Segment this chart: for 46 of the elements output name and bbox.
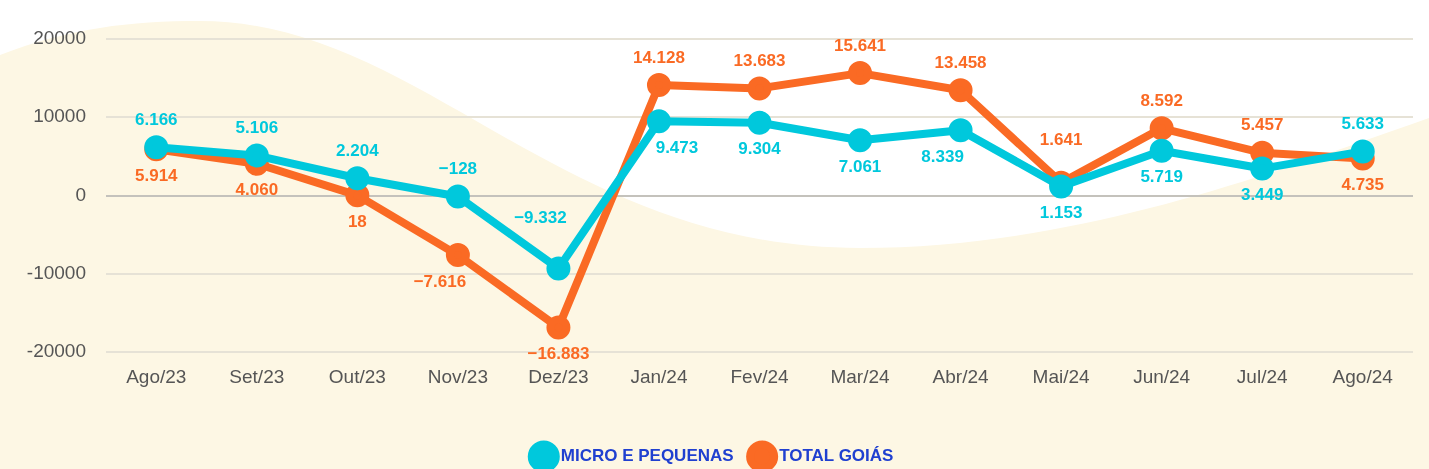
data-label: 14.128 [632, 47, 685, 67]
data-label: 1.153 [1039, 203, 1083, 223]
x-tick-label: Fev/24 [730, 365, 789, 387]
data-label: 6.166 [135, 109, 178, 129]
x-tick-label: Dez/23 [528, 365, 589, 387]
x-tick-label: Jul/24 [1236, 365, 1288, 387]
data-label: 15.641 [834, 35, 887, 55]
x-tick-label: Jun/24 [1133, 365, 1191, 387]
x-tick-label: Mar/24 [830, 365, 891, 387]
data-label: 4.735 [1341, 175, 1384, 195]
x-tick-label: Jan/24 [630, 365, 688, 387]
data-label: 7.061 [838, 156, 882, 176]
y-tick-label: -20000 [26, 340, 86, 362]
data-label: 5.457 [1240, 115, 1284, 135]
data-label: 5.719 [1140, 167, 1183, 187]
y-tick-label: -10000 [26, 261, 86, 283]
data-label: 3.449 [1240, 185, 1284, 205]
data-label: 13.458 [934, 52, 987, 72]
data-label: 8.592 [1140, 90, 1183, 110]
data-label: −16.883 [527, 344, 590, 364]
x-tick-label: Set/23 [229, 365, 285, 387]
data-label: 5.106 [235, 118, 279, 138]
y-tick-label: 10000 [33, 105, 86, 127]
data-label: −128 [438, 159, 478, 179]
y-tick-label: 20000 [33, 27, 86, 49]
data-label: 18 [347, 212, 367, 232]
x-tick-label: Ago/23 [126, 365, 187, 387]
data-label: 8.339 [921, 146, 964, 166]
x-tick-label: Abr/24 [932, 365, 989, 387]
x-tick-label: Nov/23 [427, 365, 488, 387]
x-tick-label: Ago/24 [1332, 365, 1394, 387]
data-label: −9.332 [514, 208, 567, 228]
data-label: −7.616 [413, 271, 467, 291]
x-tick-label: Mai/24 [1032, 365, 1091, 387]
data-label: 5.914 [135, 165, 179, 185]
data-label: 13.683 [733, 51, 786, 71]
legend-label: MICRO E PEQUENAS [560, 446, 734, 466]
data-label: 9.304 [738, 139, 782, 159]
y-tick-label: 0 [75, 183, 86, 205]
data-label: 4.060 [235, 180, 279, 200]
legend-label: TOTAL GOIÁS [779, 446, 894, 466]
data-label: 5.633 [1341, 114, 1384, 134]
data-label: 1.641 [1039, 130, 1083, 150]
data-label: 9.473 [655, 138, 699, 158]
data-label: 2.204 [336, 140, 380, 160]
x-tick-label: Out/23 [328, 365, 386, 387]
